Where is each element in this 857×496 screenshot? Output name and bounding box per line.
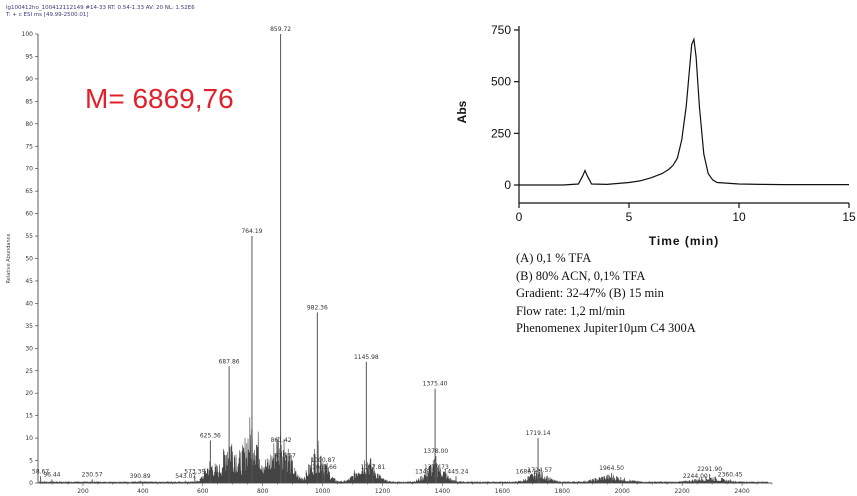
ms-peak-label: 390.89	[130, 473, 151, 480]
ms-y-tick-label: 45	[25, 278, 33, 285]
hplc-x-tick-label: 15	[842, 210, 856, 224]
hplc-y-tick-label: 500	[491, 75, 511, 89]
ms-peak-label: 861.42	[271, 437, 292, 444]
ms-y-tick-label: 70	[25, 166, 33, 173]
ms-peak-label: 2244.00	[683, 473, 708, 480]
ms-peak-label: 859.72	[270, 26, 291, 33]
hplc-conditions: (A) 0,1 % TFA (B) 80% ACN, 0,1% TFA Grad…	[516, 250, 696, 338]
ms-peak-label: 1379.73	[424, 464, 449, 471]
molecular-mass-label: M= 6869,76	[85, 83, 234, 114]
ms-y-axis-title: Relative Abundance	[6, 234, 12, 284]
ms-x-tick-label: 1600	[495, 488, 510, 495]
hplc-chromatogram: 0 250 500 750 0 5 10 15 Time (min) Abs	[455, 23, 856, 248]
ms-peak-label: 982.36	[307, 304, 328, 311]
ms-peak-label: 687.86	[219, 358, 240, 365]
ms-peak-label: 2360.45	[718, 471, 743, 478]
ms-x-tick-label: 2200	[674, 488, 689, 495]
ms-x-tick-label: 2000	[615, 488, 630, 495]
ms-y-tick-label: 80	[25, 121, 33, 128]
ms-peak-label: 1964.50	[599, 465, 624, 472]
ms-peak-label: 1167.81	[360, 464, 385, 471]
ms-y-tick-label: 90	[25, 76, 33, 83]
ms-x-tick-label: 400	[137, 488, 149, 495]
hplc-x-tick-label: 0	[516, 210, 523, 224]
hplc-y-tick-label: 250	[491, 126, 511, 140]
ms-x-tick-label: 800	[257, 488, 269, 495]
ms-y-tick-label: 95	[25, 53, 33, 60]
ms-y-tick-label: 5	[29, 458, 33, 465]
hplc-x-tick-label: 10	[732, 210, 746, 224]
ms-y-tick-label: 35	[25, 323, 33, 330]
ms-peak-label: 625.36	[200, 432, 221, 439]
ms-peak-label: 1445.24	[444, 468, 469, 475]
ms-y-tick-label: 10	[25, 435, 33, 442]
ms-x-tick-label: 1800	[555, 488, 570, 495]
ms-peak-label: 1686.13	[516, 468, 541, 475]
ms-peak-label: 1349.76	[415, 468, 440, 475]
ms-peak-label: 1000.87	[310, 457, 335, 464]
scan-info-header: T: + c ESI ms [49.99-2500.01]	[6, 12, 89, 18]
hplc-y-tick-label: 750	[491, 23, 511, 37]
hplc-trace-line	[519, 37, 849, 186]
condition-line: Flow rate: 1,2 ml/min	[516, 303, 626, 318]
ms-y-tick-label: 65	[25, 188, 33, 195]
ms-y-tick-label: 25	[25, 368, 33, 375]
condition-line: (B) 80% ACN, 0,1% TFA	[516, 268, 646, 283]
ms-y-tick-label: 30	[25, 345, 33, 352]
condition-line: Gradient: 32-47% (B) 15 min	[516, 286, 664, 300]
ms-peak-label: 1719.14	[526, 430, 551, 437]
ms-x-tick-label: 2400	[734, 488, 749, 495]
ms-peak-label: 1375.40	[423, 381, 448, 388]
ms-peak-label: 1378.00	[423, 448, 448, 455]
ms-y-tick-label: 55	[25, 233, 33, 240]
hplc-x-tick-label: 5	[626, 210, 633, 224]
ms-peak-label: 58.67	[32, 468, 49, 475]
ms-y-tick-label: 50	[25, 256, 33, 263]
ms-peak-label: 1145.98	[354, 354, 379, 361]
ms-y-tick-label: 60	[25, 211, 33, 218]
ms-peak-label: 1724.57	[527, 467, 552, 474]
ms-x-tick-label: 1200	[375, 488, 390, 495]
ms-peak-label: 543.07	[175, 473, 196, 480]
ms-y-tick-label: 85	[25, 98, 33, 105]
ms-peak-label: 764.19	[241, 228, 262, 235]
condition-line: Phenomenex Jupiter10µm C4 300A	[516, 321, 696, 335]
hplc-y-axis-label: Abs	[455, 100, 469, 123]
ms-x-tick-label: 1400	[435, 488, 450, 495]
ms-y-tick-label: 15	[25, 413, 33, 420]
mass-spectrum: Relative Abundance 051015202530354045505…	[6, 26, 773, 495]
ms-y-tick-label: 100	[22, 31, 34, 38]
ms-peak-label: 573.39	[184, 468, 205, 475]
condition-line: (A) 0,1 % TFA	[516, 251, 592, 265]
ms-x-tick-label: 600	[197, 488, 209, 495]
ms-peak-label: 96.44	[43, 471, 60, 478]
ms-y-tick-label: 40	[25, 300, 33, 307]
ms-x-tick-label: 200	[77, 488, 89, 495]
file-info-header: lg100412ho_100412112149 #14-33 RT: 0.54-…	[6, 5, 195, 11]
ms-y-tick-label: 75	[25, 143, 33, 150]
ms-baseline-noise	[39, 417, 769, 485]
ms-y-tick-label: 0	[29, 480, 33, 487]
ms-peak-label: 230.57	[82, 471, 103, 478]
ms-peak-label: 2291.90	[697, 466, 722, 473]
ms-peak-label: 875.57	[275, 453, 296, 460]
hplc-x-axis-label: Time (min)	[649, 234, 719, 248]
hplc-y-tick-label: 0	[504, 178, 511, 192]
ms-peak-label: 1005.66	[312, 464, 337, 471]
ms-y-tick-label: 20	[25, 390, 33, 397]
ms-x-tick-label: 1000	[315, 488, 330, 495]
